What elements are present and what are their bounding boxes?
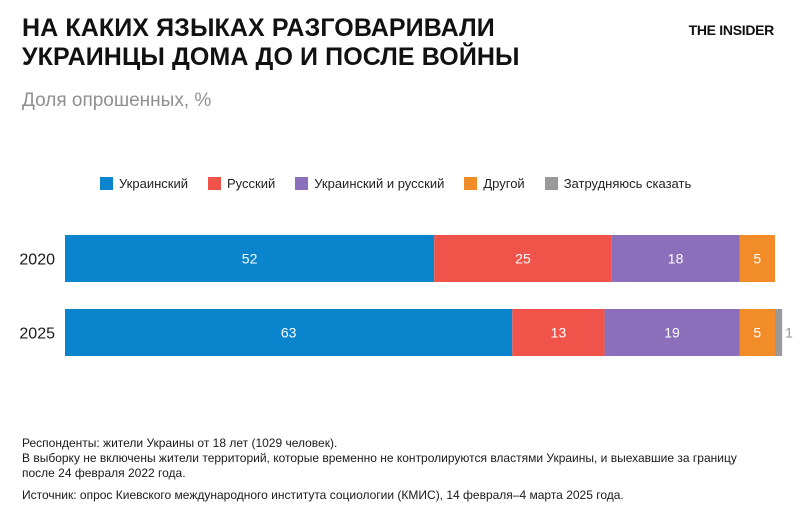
bar-segment-2025-3: [604, 309, 740, 356]
chart-legend: Украинский Русский Украинский и русский …: [100, 176, 691, 191]
legend-item-russian: Русский: [207, 176, 276, 191]
data-label-2025-3: 19: [664, 325, 680, 341]
bar-segment-2020-4: [739, 235, 775, 282]
legend-label: Русский: [226, 176, 276, 191]
category-label-2020: 2020: [19, 252, 55, 269]
legend-item-ukrainian: Украинский: [100, 176, 188, 191]
legend-label: Украинский и русский: [314, 176, 445, 191]
legend-swatch: [100, 177, 113, 190]
data-label-2025-2: 13: [551, 325, 567, 341]
data-label-2025-5: 1: [785, 325, 793, 341]
bar-segment-2025-1: [65, 309, 513, 356]
data-label-2020-4: 5: [753, 251, 761, 267]
data-label-2025-4: 5: [753, 325, 761, 341]
bar-segment-2020-3: [611, 235, 740, 282]
legend-swatch: [544, 177, 558, 190]
legend-label: Украинский: [119, 176, 188, 191]
data-label-2025-1: 63: [281, 325, 297, 341]
data-label-2020-1: 52: [242, 251, 258, 267]
category-label-2025: 2025: [19, 326, 55, 343]
legend-swatch: [295, 177, 309, 190]
bar-segment-2025-4: [739, 309, 775, 356]
bar-segment-2020-1: [65, 235, 435, 282]
chart-subtitle: Доля опрошенных, %: [22, 90, 212, 111]
bar-segment-2020-2: [434, 235, 612, 282]
brand-logo: THE INSIDER: [688, 22, 775, 38]
sample-note: В выборку не включены жители территорий,…: [22, 451, 737, 480]
legend-label: Затрудняюсь сказать: [563, 176, 692, 191]
data-label-2020-3: 18: [668, 251, 684, 267]
chart-title-line-2: УКРАИНЦЫ ДОМА ДО И ПОСЛЕ ВОЙНЫ: [22, 43, 520, 71]
legend-item-both: Украинский и русский: [295, 176, 444, 191]
source-note: Источник: опрос Киевского международного…: [22, 488, 624, 502]
chart-title-line-1: НА КАКИХ ЯЗЫКАХ РАЗГОВАРИВАЛИ: [22, 14, 495, 42]
legend-label: Другой: [483, 176, 525, 191]
legend-swatch: [207, 177, 221, 190]
bar-segment-2025-5: [775, 309, 783, 356]
legend-item-other: Другой: [464, 176, 525, 191]
data-label-2020-2: 25: [515, 251, 531, 267]
chart-title: НА КАКИХ ЯЗЫКАХ РАЗГОВАРИВАЛИ УКРАИНЦЫ Д…: [22, 14, 642, 72]
legend-item-undecided: Затрудняюсь сказать: [544, 176, 692, 191]
bar-segment-2025-2: [512, 309, 605, 356]
chart-notes: Респонденты: жители Украины от 18 лет (1…: [22, 436, 762, 503]
respondents-note: Респонденты: жители Украины от 18 лет (1…: [22, 436, 338, 450]
legend-swatch: [464, 177, 478, 190]
